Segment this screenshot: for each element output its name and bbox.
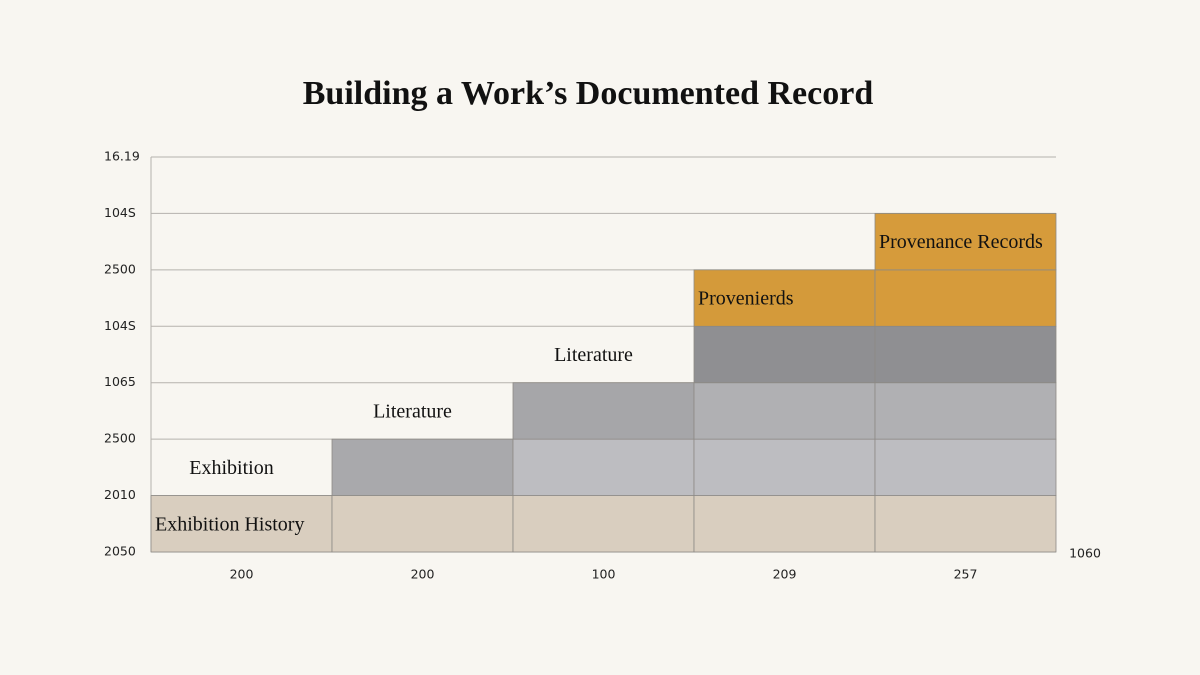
segment (150, 495, 333, 553)
segment (512, 438, 695, 496)
y-label: 16.19 (104, 149, 140, 164)
corner-label: 1060 (1069, 546, 1101, 561)
column-label: Literature (373, 401, 452, 423)
column-label: Literature (554, 344, 633, 366)
segment (874, 495, 1057, 553)
y-label: 2010 (104, 487, 136, 502)
segment (874, 269, 1057, 327)
x-label: 200 (411, 567, 435, 582)
segment-label: Provenance Records (879, 231, 1043, 253)
y-label: 104S (104, 205, 136, 220)
title: Building a Work’s Documented Record (303, 75, 874, 112)
y-label: 2500 (104, 431, 136, 446)
segment-label: Provenierds (698, 288, 794, 310)
segment (331, 495, 514, 553)
column-label: Exhibition (189, 457, 273, 479)
segment (693, 325, 876, 384)
x-label: 209 (773, 567, 797, 582)
segment (874, 438, 1057, 496)
segment (693, 438, 876, 496)
y-label: 2500 (104, 261, 136, 276)
y-label: 104S (104, 318, 136, 333)
segment (512, 382, 695, 440)
segment (874, 325, 1057, 384)
segment (693, 269, 876, 327)
y-label: 2050 (104, 544, 136, 559)
segment (693, 495, 876, 553)
segment (512, 495, 695, 553)
x-label: 100 (592, 567, 616, 582)
segment (693, 382, 876, 440)
y-label: 1065 (104, 374, 136, 389)
x-label: 200 (230, 567, 254, 582)
segment-label: Exhibition History (155, 513, 304, 535)
segment (874, 382, 1057, 440)
segment (331, 438, 514, 496)
segment (874, 213, 1057, 271)
x-label: 257 (954, 567, 978, 582)
